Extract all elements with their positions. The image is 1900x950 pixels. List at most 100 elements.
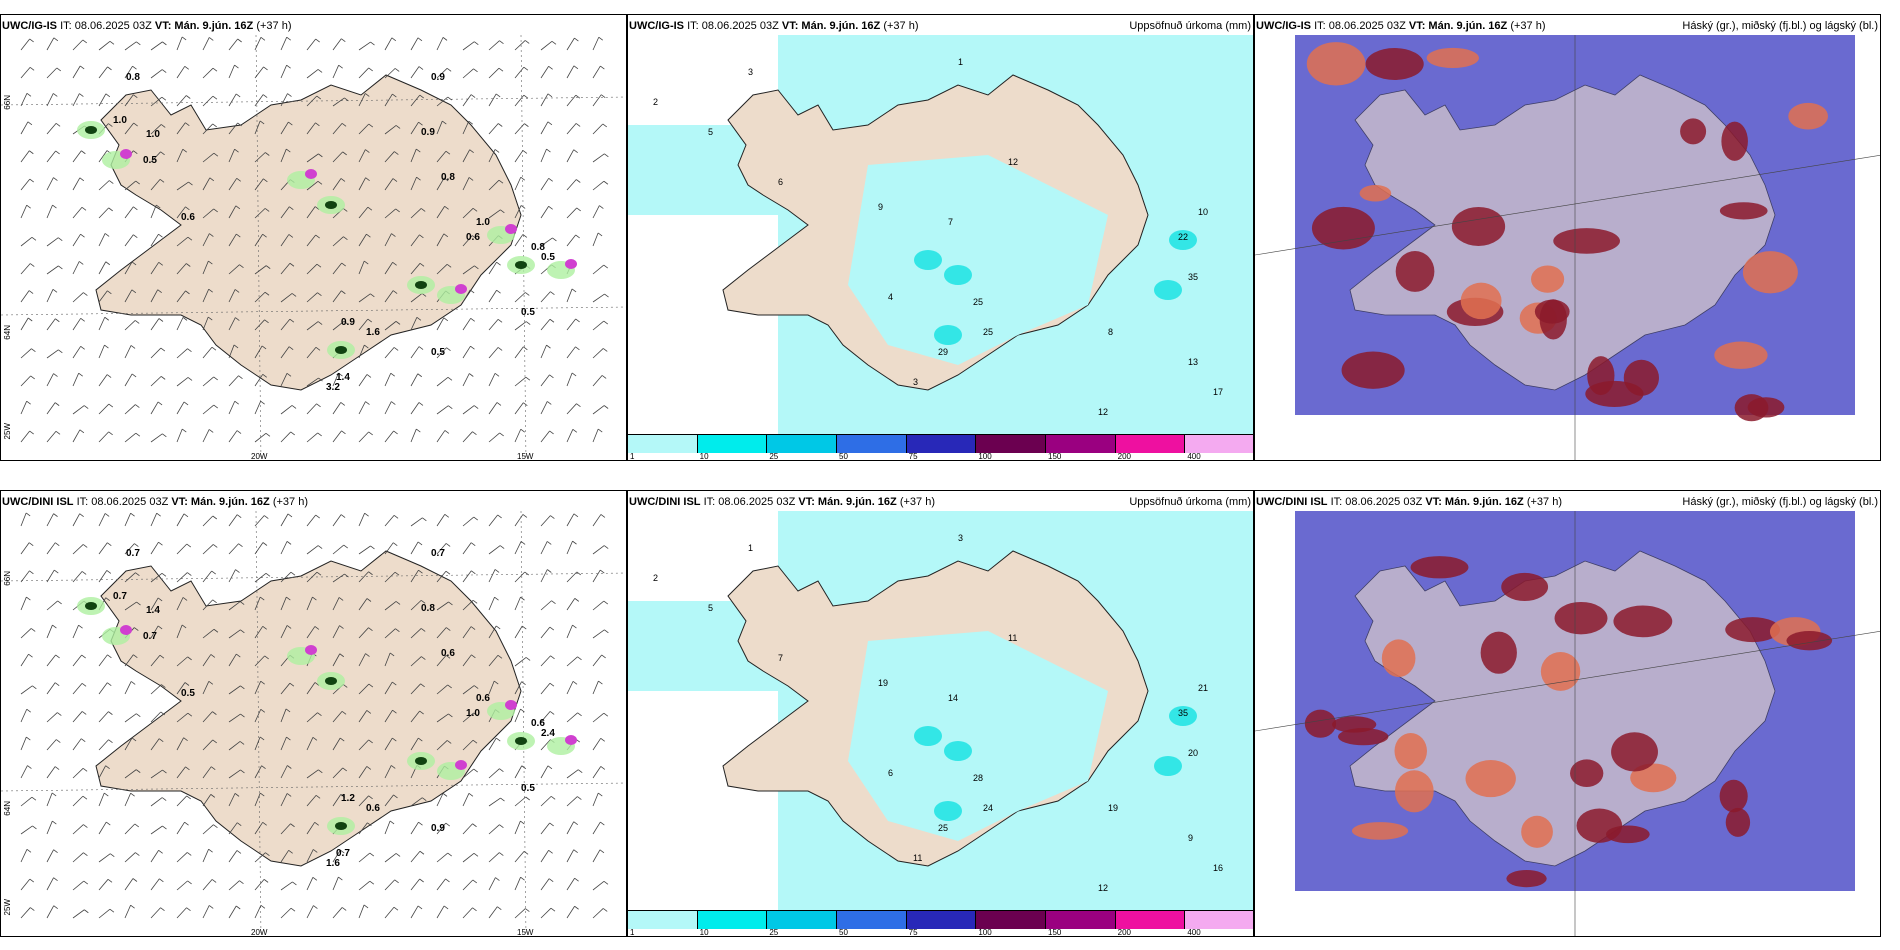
- wind-barb: [124, 320, 136, 331]
- wind-barb: [306, 514, 317, 527]
- wind-barb: [410, 148, 417, 163]
- wind-barb-flag: [341, 38, 346, 43]
- wind-barb-flag: [32, 685, 37, 690]
- wind-barb: [436, 740, 448, 751]
- wind-barb: [592, 320, 605, 331]
- wind-barb: [410, 541, 419, 555]
- wind-barb: [254, 66, 264, 79]
- wind-barb: [462, 208, 474, 219]
- wind-barb: [566, 403, 577, 415]
- wind-barb-flag: [442, 37, 448, 41]
- wind-barb: [202, 233, 210, 247]
- precip-value-label: 9: [1188, 833, 1193, 843]
- wind-barb: [254, 374, 264, 387]
- wind-barb-flag: [365, 149, 370, 153]
- wind-barb: [436, 905, 445, 919]
- wind-barb: [306, 432, 318, 443]
- colorbar-tick-label: 25: [769, 452, 779, 461]
- wind-barb: [150, 738, 160, 751]
- wind-barb: [358, 598, 368, 611]
- wind-barb: [306, 403, 317, 415]
- wind-barb: [98, 821, 107, 835]
- wind-barb: [20, 290, 30, 303]
- wind-barb-flag: [418, 346, 424, 350]
- snow-value-label: 1.2: [341, 793, 355, 804]
- wind-barb: [228, 741, 241, 751]
- snow-value-label: 1.4: [336, 372, 350, 383]
- wind-barb: [436, 68, 448, 79]
- wind-barb: [566, 906, 575, 919]
- cloud-high: [1725, 617, 1781, 643]
- wind-barb-flag: [391, 401, 396, 405]
- colorbar-cell: [1046, 911, 1116, 929]
- wind-barb-flag: [420, 628, 426, 632]
- wind-barb-flag: [471, 654, 476, 659]
- wind-barb-flag: [443, 905, 449, 910]
- wind-barb: [436, 878, 446, 891]
- wind-barb: [384, 178, 394, 191]
- wind-barb: [202, 37, 210, 51]
- wind-barb-flag: [133, 234, 138, 239]
- wind-barb-flag: [53, 93, 58, 97]
- precip-value-label: 29: [938, 347, 948, 357]
- wind-barb-flag: [235, 317, 240, 321]
- wind-barb: [358, 904, 365, 919]
- wind-barb: [384, 652, 391, 667]
- wind-barb: [540, 541, 548, 555]
- wind-barb: [514, 150, 524, 163]
- wind-barb: [72, 738, 82, 751]
- wind-barb-flag: [26, 400, 31, 405]
- wind-barb-flag: [161, 573, 167, 577]
- lon-label: 20W: [251, 928, 268, 937]
- wind-barb-flag: [603, 712, 609, 717]
- wind-barb: [124, 432, 137, 443]
- wind-barb-flag: [472, 739, 478, 744]
- wind-barb-flag: [470, 317, 475, 322]
- wind-barb-flag: [262, 821, 267, 826]
- wind-barb: [358, 822, 368, 835]
- wind-barb-flag: [603, 545, 609, 549]
- wind-barb-flag: [470, 542, 476, 546]
- wind-barb-flag: [442, 793, 448, 797]
- wind-barb-flag: [547, 765, 553, 770]
- wind-barb-flag: [158, 318, 164, 322]
- wind-barb: [280, 881, 293, 891]
- colorbar-tick-label: 50: [839, 928, 848, 937]
- wind-barb-flag: [368, 683, 374, 688]
- wind-barb-flag: [239, 880, 244, 885]
- wind-barb: [358, 293, 371, 303]
- wind-barb: [332, 711, 343, 723]
- wind-barb: [46, 600, 58, 611]
- wind-barb: [124, 234, 134, 247]
- wind-barb: [254, 596, 261, 611]
- wind-barb: [540, 907, 552, 919]
- wind-barb-flag: [603, 180, 609, 185]
- cloud-high: [1451, 206, 1506, 247]
- wind-barb: [566, 571, 578, 583]
- wind-barb-flag: [547, 541, 552, 545]
- wind-barb: [20, 849, 28, 863]
- wind-barb-flag: [31, 236, 37, 241]
- wind-barb: [176, 656, 188, 667]
- wind-barb-flag: [209, 233, 214, 237]
- wind-barb-flag: [212, 123, 217, 128]
- wind-barb: [540, 600, 552, 611]
- wind-barb: [488, 569, 496, 583]
- wind-barb-flag: [58, 265, 63, 270]
- wind-barb-flag: [602, 123, 608, 128]
- wind-barb: [124, 601, 137, 611]
- wind-barb-flag: [339, 653, 345, 658]
- wind-barb: [46, 150, 56, 163]
- wind-barb: [176, 597, 184, 611]
- wind-barb: [280, 206, 290, 219]
- snow-value-label: 0.7: [431, 548, 445, 559]
- wind-barb-flag: [239, 741, 245, 745]
- wind-barb-flag: [368, 123, 374, 128]
- snow-core: [85, 126, 97, 134]
- wind-barb: [436, 822, 447, 835]
- wind-barb: [514, 657, 527, 667]
- wind-barb: [488, 179, 500, 191]
- wind-barb: [462, 739, 474, 751]
- wind-barb-flag: [55, 430, 61, 435]
- wind-barb: [98, 317, 106, 331]
